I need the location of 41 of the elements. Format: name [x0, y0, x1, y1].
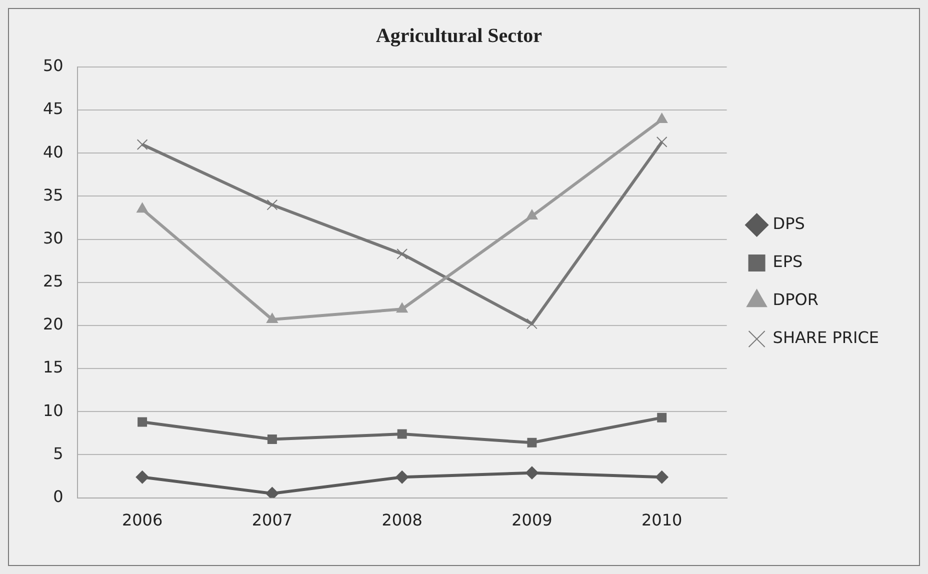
y-tick-label: 0	[53, 486, 64, 506]
y-tick-label: 35	[43, 185, 64, 204]
legend-label: EPS	[772, 252, 803, 272]
point	[136, 202, 148, 213]
legend-label: DPOR	[772, 290, 818, 310]
y-tick-label: 40	[43, 142, 64, 162]
point	[656, 113, 668, 124]
y-tick-label: 15	[43, 358, 64, 377]
y-tick-label: 10	[43, 400, 64, 420]
chart-title: Agricultural Sector	[376, 25, 542, 48]
legend-label: SHARE PRICE	[772, 328, 880, 348]
x-tick-label: 2010	[641, 510, 682, 530]
point	[526, 318, 538, 330]
y-tick-label: 20	[43, 314, 64, 334]
point	[266, 199, 278, 210]
point	[396, 248, 408, 260]
point	[266, 312, 278, 323]
y-tick-label: 30	[43, 228, 64, 248]
point	[526, 210, 538, 220]
y-tick-label: 50	[43, 56, 64, 76]
x-tick-label: 2007	[252, 510, 293, 530]
y-tick-label: 5	[53, 444, 64, 463]
point	[136, 139, 148, 150]
x-tick-label: 2006	[122, 510, 163, 530]
point	[656, 136, 668, 148]
x-tick-label: 2008	[382, 510, 422, 530]
point	[655, 470, 668, 484]
legend-label: DPS	[772, 214, 805, 234]
point	[527, 438, 537, 448]
x-tick-label: 2009	[512, 510, 552, 530]
point	[267, 434, 277, 444]
point	[396, 302, 408, 313]
point	[397, 429, 407, 439]
point	[657, 412, 667, 422]
y-tick-label: 45	[43, 99, 64, 118]
y-tick-label: 25	[43, 272, 64, 291]
point	[138, 417, 148, 427]
point	[136, 470, 149, 484]
point	[396, 470, 409, 484]
point	[266, 486, 279, 498]
point	[525, 466, 538, 480]
